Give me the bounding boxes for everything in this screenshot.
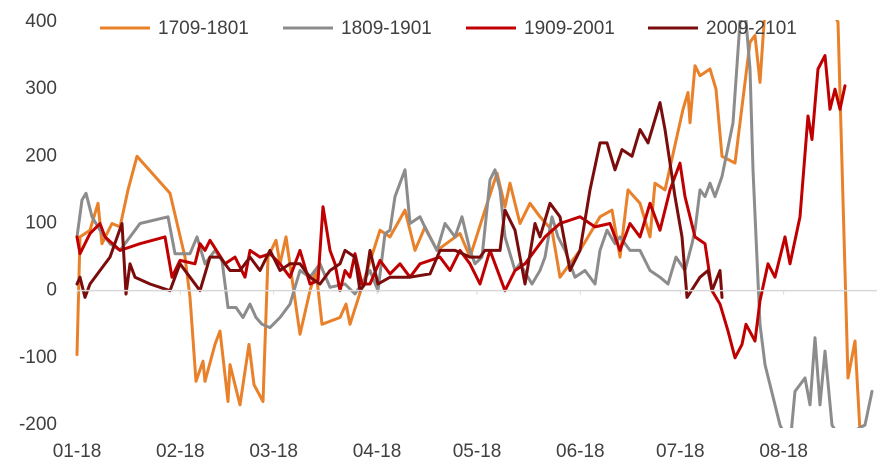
- legend-label: 2009-2101: [706, 18, 797, 39]
- x-tick-label: 05-18: [453, 441, 502, 462]
- y-tick-label: 200: [25, 145, 57, 166]
- x-tick-label: 04-18: [353, 441, 402, 462]
- legend-label: 1709-1801: [158, 18, 249, 39]
- y-tick-label: 300: [25, 78, 57, 99]
- y-tick-label: 0: [46, 280, 57, 301]
- x-tick-label: 07-18: [656, 441, 705, 462]
- series-line: [75, 54, 847, 360]
- y-tick-label: 400: [25, 11, 57, 32]
- x-tick-label: 06-18: [556, 441, 605, 462]
- y-tick-label: -200: [19, 414, 57, 435]
- x-tick-label: 02-18: [156, 441, 205, 462]
- series-line: [75, 20, 874, 428]
- series-line: [75, 20, 862, 428]
- y-tick-label: -100: [19, 347, 57, 368]
- legend-label: 1909-2001: [524, 18, 615, 39]
- x-tick-label: 03-18: [249, 441, 298, 462]
- legend-label: 1809-1901: [341, 18, 432, 39]
- x-tick-label: 01-18: [53, 441, 102, 462]
- series-line: [75, 101, 724, 299]
- plot-area: [75, 20, 874, 428]
- x-tick-label: 08-18: [759, 441, 808, 462]
- y-tick-label: 100: [25, 213, 57, 234]
